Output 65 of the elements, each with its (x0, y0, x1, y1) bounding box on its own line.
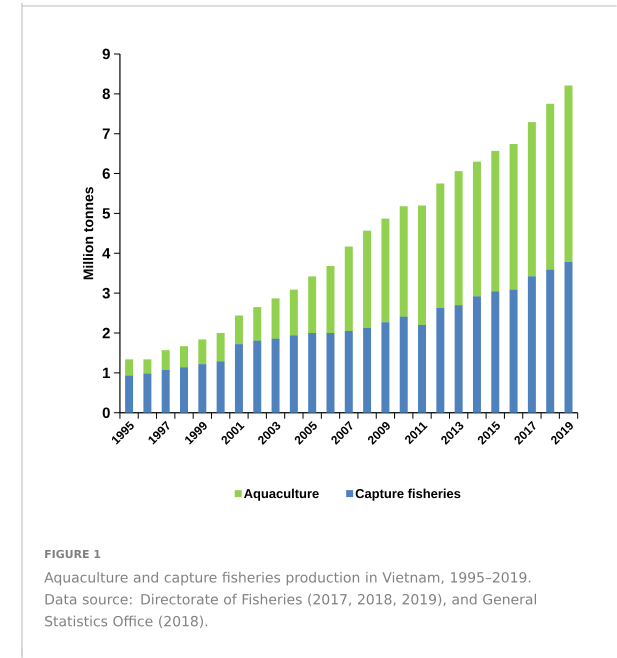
bar (418, 325, 426, 413)
bar (564, 262, 572, 413)
bar (234, 344, 243, 413)
y-tick-label: 3 (102, 288, 110, 298)
bar (308, 333, 316, 413)
text: Aquaculture and capture fisheries production in Vietnam, 1995–2019. Data source: Directorate of Fisheries (2017, 2018, 2019), and General Statistics Office (2018). (44, 572, 536, 628)
bar (436, 308, 444, 413)
y-tick-label: 2 (102, 328, 110, 338)
bar (125, 376, 134, 413)
y-tick-label: 6 (102, 168, 110, 179)
bar (546, 270, 554, 413)
y-tick-label: 7 (102, 128, 110, 139)
bar (546, 104, 554, 270)
bar (326, 266, 334, 334)
bar (472, 296, 481, 413)
y-tick-label: 9 (102, 48, 110, 60)
bar (510, 144, 518, 290)
bar (528, 276, 536, 413)
y-tick-label: 5 (102, 208, 110, 219)
bar (491, 150, 500, 292)
bar (162, 370, 170, 413)
y-tick-label: 0 (102, 407, 110, 418)
bar (216, 361, 225, 413)
y-tick-label: 1 (103, 368, 110, 378)
bar (272, 298, 280, 339)
bar (491, 292, 500, 413)
bar (436, 184, 444, 308)
bar (162, 350, 170, 370)
bar (381, 218, 390, 322)
bar (308, 276, 316, 334)
bar (253, 340, 262, 413)
bar (180, 367, 188, 413)
bar (143, 359, 152, 374)
bar (344, 331, 353, 413)
bar (198, 339, 206, 364)
bar (216, 333, 225, 362)
bar (400, 316, 408, 413)
bar (510, 290, 518, 413)
bar (454, 305, 463, 413)
bar (363, 328, 372, 413)
y-tick-label: 4 (102, 248, 110, 258)
bar (363, 230, 372, 328)
bar (290, 290, 298, 336)
caption: FIGURE 1 (45, 550, 100, 558)
bar (326, 333, 334, 413)
bar (418, 205, 426, 326)
bar (344, 246, 353, 332)
bar (290, 335, 298, 413)
legend-label: Aquaculture (244, 488, 319, 501)
y-tick-label: 8 (102, 88, 110, 100)
bar (272, 338, 280, 413)
bar (143, 374, 152, 413)
bar (400, 206, 408, 317)
legend-label: Capture fisheries (356, 488, 460, 501)
bar (125, 359, 134, 376)
bar (454, 171, 463, 306)
bar (253, 307, 262, 341)
bar (381, 322, 390, 413)
bar (472, 162, 481, 296)
bar (180, 346, 188, 368)
y-axis-title: Million tonnes (83, 187, 94, 280)
bar (234, 315, 243, 344)
bar (198, 364, 206, 413)
bar (564, 85, 572, 262)
bar (528, 122, 536, 276)
